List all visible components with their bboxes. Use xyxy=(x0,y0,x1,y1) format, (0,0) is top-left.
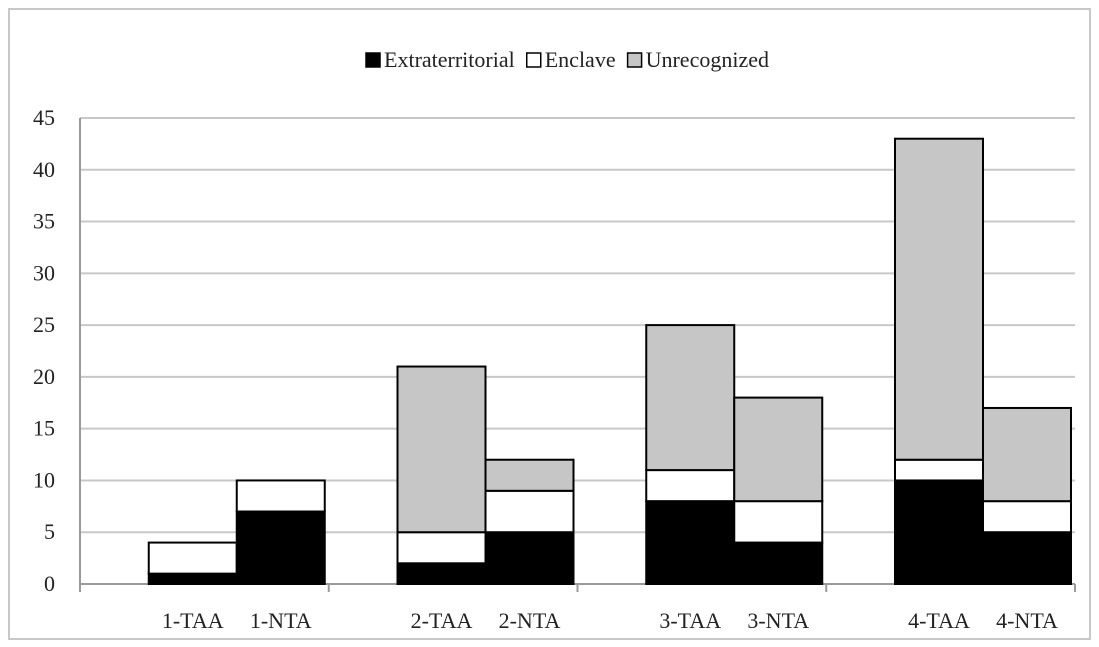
bars xyxy=(147,137,1072,586)
bar-3-NTA-enclave xyxy=(733,500,824,544)
x-tick-label: 1-TAA xyxy=(162,608,224,633)
x-tick-label: 4-NTA xyxy=(996,608,1058,633)
y-tick-label: 20 xyxy=(33,364,55,389)
x-tick-label: 2-NTA xyxy=(499,608,561,633)
y-tick-label: 5 xyxy=(44,519,55,544)
legend-swatch-unrecognized xyxy=(626,52,643,68)
bar-2-NTA-extraterritorial xyxy=(484,531,575,586)
y-tick-label: 15 xyxy=(33,416,55,441)
legend: Extraterritorial Enclave Unrecognized xyxy=(365,47,769,72)
bar-3-TAA-extraterritorial xyxy=(645,500,736,585)
y-tick-label: 10 xyxy=(33,467,55,492)
x-tick-label: 4-TAA xyxy=(908,608,970,633)
legend-label: Extraterritorial xyxy=(384,47,515,72)
x-tick-label: 1-NTA xyxy=(250,608,312,633)
bar-4-TAA-enclave xyxy=(894,458,984,482)
y-tick-label: 0 xyxy=(44,571,55,596)
y-tick-label: 45 xyxy=(33,105,55,130)
y-axis-ticks: 0 5 10 15 20 25 30 35 40 45 xyxy=(33,105,55,596)
bar-3-TAA-unrecognized xyxy=(645,324,736,472)
legend-swatch-extraterritorial xyxy=(365,52,381,68)
bar-1-NTA-enclave xyxy=(235,479,326,513)
y-tick-label: 35 xyxy=(33,209,55,234)
bar-1-NTA-extraterritorial xyxy=(235,510,326,585)
y-tick-label: 40 xyxy=(33,157,55,182)
x-tick-label: 3-TAA xyxy=(659,608,721,633)
x-tick-label: 3-NTA xyxy=(747,608,809,633)
bar-1-TAA-enclave xyxy=(147,541,238,575)
bar-4-NTA-enclave xyxy=(982,500,1072,534)
bar-3-NTA-unrecognized xyxy=(733,396,824,503)
bar-3-NTA-extraterritorial xyxy=(733,541,824,585)
x-axis-ticks: 1-TAA 1-NTA 2-TAA 2-NTA 3-TAA 3-NTA 4-TAA 4-NTA xyxy=(162,608,1058,633)
y-tick-label: 30 xyxy=(33,260,55,285)
legend-label: Unrecognized xyxy=(646,47,769,72)
bar-2-TAA-extraterritorial xyxy=(396,562,487,585)
bar-4-NTA-unrecognized xyxy=(982,406,1072,503)
bar-2-TAA-unrecognized xyxy=(396,365,487,534)
bar-2-NTA-unrecognized xyxy=(484,458,575,492)
bar-4-TAA-extraterritorial xyxy=(894,479,984,586)
legend-swatch-enclave xyxy=(525,52,542,68)
bar-2-NTA-enclave xyxy=(484,489,575,534)
bar-4-NTA-extraterritorial xyxy=(982,531,1072,586)
x-tick-label: 2-TAA xyxy=(411,608,473,633)
legend-label: Enclave xyxy=(545,47,616,72)
bar-4-TAA-unrecognized xyxy=(894,137,984,461)
bar-2-TAA-enclave xyxy=(396,531,487,565)
y-tick-label: 25 xyxy=(33,312,55,337)
bar-1-TAA-extraterritorial xyxy=(147,572,238,586)
bar-3-TAA-enclave xyxy=(645,469,736,503)
